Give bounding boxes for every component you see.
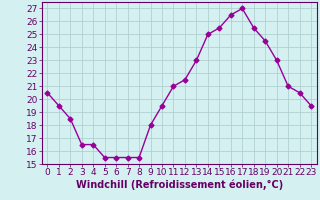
X-axis label: Windchill (Refroidissement éolien,°C): Windchill (Refroidissement éolien,°C) bbox=[76, 180, 283, 190]
